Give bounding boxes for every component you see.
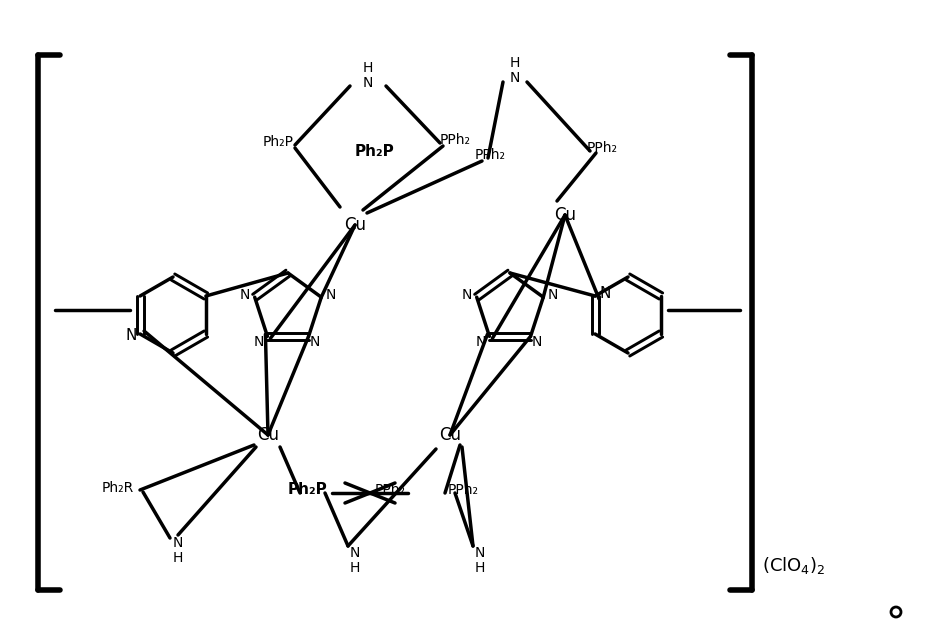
Text: H: H	[350, 561, 360, 575]
Text: PPh₂: PPh₂	[586, 141, 617, 155]
Text: Ph₂P: Ph₂P	[263, 135, 293, 149]
Text: Ph₂P: Ph₂P	[354, 144, 394, 160]
Text: (ClO$_4$)$_2$: (ClO$_4$)$_2$	[761, 555, 824, 575]
Text: N: N	[326, 288, 336, 302]
Text: PPh₂: PPh₂	[474, 148, 505, 162]
Text: N: N	[531, 335, 541, 350]
Text: PPh₂: PPh₂	[439, 133, 470, 147]
Text: N: N	[474, 546, 484, 560]
Text: N: N	[363, 76, 373, 90]
Text: PPh₂: PPh₂	[374, 483, 405, 497]
Text: H: H	[474, 561, 484, 575]
Text: H: H	[173, 551, 183, 565]
Text: Cu: Cu	[439, 426, 460, 444]
Text: Cu: Cu	[257, 426, 278, 444]
Text: N: N	[475, 335, 485, 350]
Text: Cu: Cu	[553, 206, 575, 224]
Text: N: N	[548, 288, 558, 302]
Text: Ph₂R: Ph₂R	[102, 481, 134, 495]
Text: N: N	[125, 329, 136, 343]
Text: N: N	[461, 288, 471, 302]
Text: N: N	[599, 286, 610, 302]
Text: N: N	[173, 536, 183, 550]
Text: Cu: Cu	[343, 216, 366, 234]
Text: H: H	[363, 61, 373, 75]
Text: PPh₂: PPh₂	[447, 483, 478, 497]
Text: Ph₂P: Ph₂P	[288, 483, 328, 497]
Text: N: N	[350, 546, 360, 560]
Text: N: N	[509, 71, 520, 85]
Text: N: N	[309, 335, 319, 350]
Text: N: N	[239, 288, 250, 302]
Text: N: N	[253, 335, 264, 350]
Text: H: H	[509, 56, 520, 70]
